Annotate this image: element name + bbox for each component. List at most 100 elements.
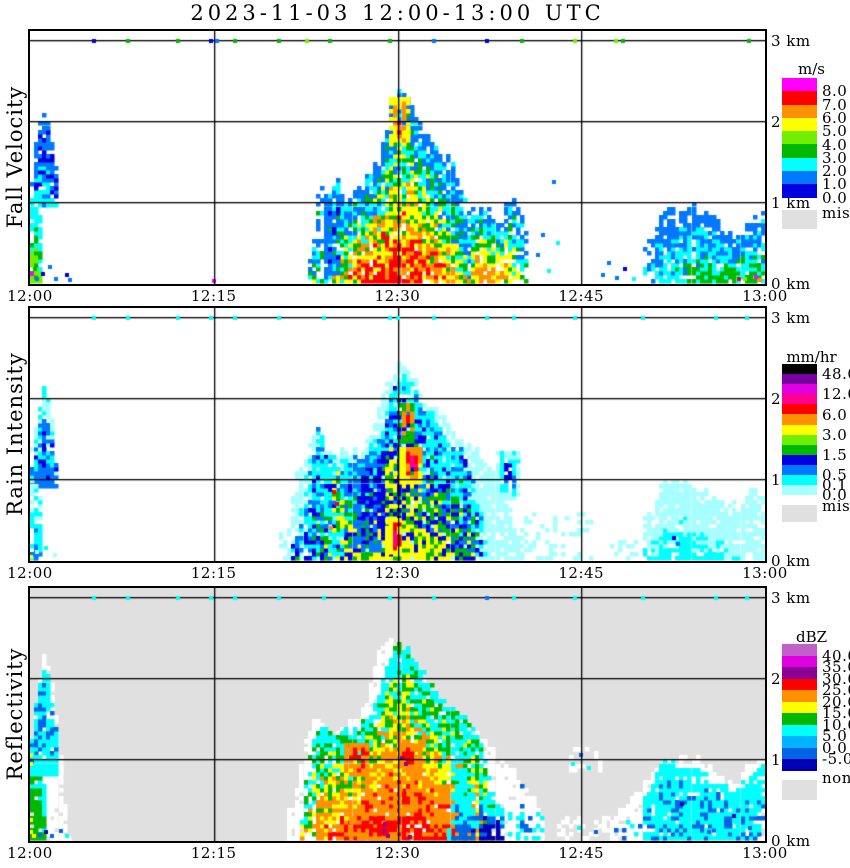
colorbar-band — [782, 104, 817, 118]
time-tick-label: 12:15 — [190, 287, 237, 305]
colorbar-band — [782, 131, 817, 145]
colorbar-missing-label: miss — [822, 204, 850, 222]
colorbar-tick-label: 7.0 — [822, 95, 848, 114]
time-tick-label: 13:00 — [742, 844, 788, 862]
colorbar-tick-label: 0.0 — [822, 188, 848, 207]
height-tick-label: 0 km — [771, 831, 811, 850]
height-tick-label: 3 km — [771, 308, 811, 327]
height-tick-label: 3 km — [771, 588, 811, 607]
colorbar-band — [782, 91, 817, 105]
colorbar-tick-label: 15.0 — [822, 704, 850, 722]
y-axis-title-fall-velocity: Fall Velocity — [3, 85, 27, 229]
colorbar-band — [782, 701, 817, 713]
colorbar-band — [782, 736, 817, 748]
time-tick-label: 12:30 — [374, 287, 421, 305]
height-tick-label: 0 km — [771, 274, 811, 293]
colorbar-band — [782, 713, 817, 725]
velocity-heatmap-canvas — [30, 31, 765, 284]
rain-heatmap-canvas — [30, 308, 765, 561]
height-tick-label: 1 km — [771, 193, 811, 212]
colorbar-band — [782, 184, 817, 198]
time-tick-label: 12:30 — [374, 844, 421, 862]
velocity-colorbar — [782, 78, 817, 198]
colorbar-tick-label: 0.0 — [822, 738, 848, 757]
colorbar-tick-label: 0.0 — [822, 486, 848, 505]
time-tick-label: 13:00 — [742, 564, 788, 582]
colorbar-band — [782, 384, 817, 395]
colorbar-tick-label: 6.0 — [822, 405, 848, 424]
colorbar-tick-label: 25.0 — [822, 681, 850, 699]
time-tick-label: 12:45 — [558, 564, 605, 582]
rain-plot-area — [28, 306, 767, 563]
colorbar-tick-label: 1.0 — [822, 175, 848, 194]
time-tick-label: 12:45 — [558, 844, 605, 862]
colorbar-band — [782, 655, 817, 667]
colorbar-missing-swatch — [782, 210, 817, 229]
colorbar-missing-label: none — [822, 769, 850, 787]
time-tick-label: 12:15 — [190, 564, 237, 582]
reflectivity-heatmap-canvas — [30, 588, 765, 841]
colorbar-band — [782, 454, 817, 465]
colorbar-tick-label: 3.0 — [822, 148, 848, 167]
colorbar-tick-label: 4.0 — [822, 135, 848, 154]
colorbar-band — [782, 404, 817, 415]
colorbar-tick-label: 10.0 — [822, 715, 850, 734]
velocity-plot-area — [28, 29, 767, 286]
time-tick-label: 12:45 — [558, 287, 605, 305]
colorbar-band — [782, 144, 817, 158]
colorbar-tick-label: 1.5 — [822, 445, 848, 464]
colorbar-tick-label: 5.0 — [822, 727, 848, 745]
colorbar-band — [782, 475, 817, 486]
time-tick-label: 13:00 — [742, 287, 788, 305]
colorbar-band — [782, 394, 817, 405]
rain-colorbar — [782, 364, 817, 496]
colorbar-tick-label: 2.0 — [822, 162, 848, 181]
colorbar-band — [782, 424, 817, 435]
page-title: 2023-11-03 12:00-13:00 UTC — [190, 1, 605, 25]
height-tick-label: 3 km — [771, 31, 811, 50]
time-tick-label: 12:00 — [7, 287, 53, 305]
colorbar-missing-swatch — [782, 780, 817, 800]
colorbar-missing-label: miss — [822, 497, 850, 515]
colorbar-band — [782, 678, 817, 690]
reflectivity-plot-area — [28, 586, 767, 843]
y-axis-title-rain-intensity: Rain Intensity — [3, 352, 27, 516]
y-axis-title-reflectivity: Reflectivity — [3, 647, 27, 781]
colorbar-tick-label: 5.0 — [822, 122, 848, 141]
colorbar-tick-label: 30.0 — [822, 669, 850, 688]
colorbar-tick-label: 8.0 — [822, 82, 848, 101]
colorbar-band — [782, 434, 817, 445]
colorbar-tick-label: 0.5 — [822, 466, 848, 485]
colorbar-band — [782, 667, 817, 679]
colorbar-missing-swatch — [782, 505, 817, 522]
colorbar-band — [782, 414, 817, 425]
colorbar-band — [782, 117, 817, 132]
time-tick-label: 12:15 — [190, 844, 237, 862]
time-tick-label: 12:00 — [7, 844, 53, 862]
colorbar-band — [782, 759, 817, 771]
colorbar-band — [782, 444, 817, 455]
time-tick-label: 12:00 — [7, 564, 53, 582]
colorbar-band — [782, 644, 817, 656]
reflectivity-colorbar — [782, 644, 817, 771]
colorbar-unit-label: m/s — [798, 60, 825, 78]
colorbar-tick-label: 35.0 — [822, 658, 850, 676]
height-tick-label: 0 km — [771, 551, 811, 570]
colorbar-band — [782, 78, 817, 92]
colorbar-band — [782, 485, 817, 496]
colorbar-band — [782, 157, 817, 172]
colorbar-tick-label: 3.0 — [822, 425, 848, 444]
colorbar-tick-label: 48.0 — [822, 365, 850, 384]
colorbar-band — [782, 690, 817, 702]
colorbar-band — [782, 464, 817, 476]
colorbar-band — [782, 747, 817, 759]
colorbar-unit-label: mm/hr — [786, 348, 837, 366]
colorbar-band — [782, 724, 817, 736]
colorbar-band — [782, 171, 817, 185]
colorbar-tick-label: 12.0 — [822, 385, 850, 404]
colorbar-tick-label: 6.0 — [822, 108, 848, 127]
colorbar-unit-label: dBZ — [795, 628, 828, 646]
time-tick-label: 12:30 — [374, 564, 421, 582]
colorbar-tick-label: 20.0 — [822, 692, 850, 711]
